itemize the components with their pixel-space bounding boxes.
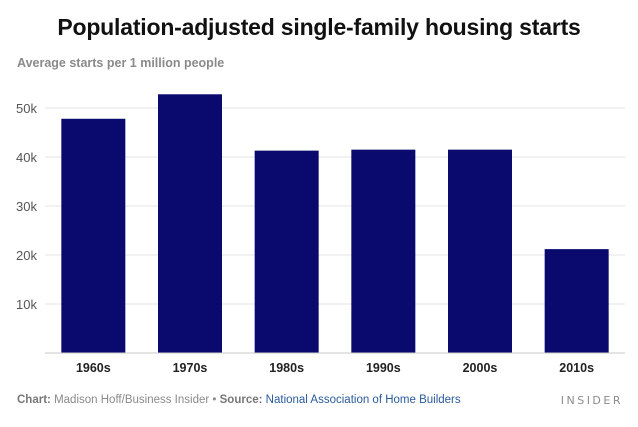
x-tick-label: 2010s	[559, 361, 594, 375]
x-tick-label: 1960s	[76, 361, 111, 375]
footer-separator: •	[212, 394, 217, 406]
x-tick-label: 1990s	[366, 361, 401, 375]
source-label: Source:	[219, 394, 263, 406]
y-tick-label: 20k	[16, 248, 37, 263]
insider-logo: INSIDER	[560, 394, 623, 407]
bar	[448, 149, 512, 353]
source-link[interactable]: National Association of Home Builders	[265, 394, 461, 406]
bar-chart: 10k 20k 30k 40k 50k 1960s 1970s 1980s 1990s 2000s…	[16, 94, 625, 375]
y-tick-label: 10k	[16, 297, 37, 312]
bar	[351, 149, 416, 353]
x-tick-label: 2000s	[463, 361, 498, 375]
chart-subtitle: Average starts per 1 million people	[17, 56, 225, 70]
bar	[61, 118, 126, 353]
chart-footer: Chart: Madison Hoff/Business Insider • S…	[17, 394, 461, 406]
bar	[544, 249, 609, 353]
chart-author: Madison Hoff/Business Insider	[54, 394, 210, 406]
x-tick-label: 1970s	[173, 361, 208, 375]
bar	[254, 150, 319, 353]
chart-credit-label: Chart:	[17, 394, 51, 406]
y-tick-label: 50k	[16, 101, 37, 116]
y-tick-label: 40k	[16, 150, 37, 165]
y-tick-label: 30k	[16, 199, 37, 214]
x-tick-label: 1980s	[269, 361, 304, 375]
bar	[158, 94, 222, 353]
chart-title: Population-adjusted single-family housin…	[57, 14, 581, 40]
